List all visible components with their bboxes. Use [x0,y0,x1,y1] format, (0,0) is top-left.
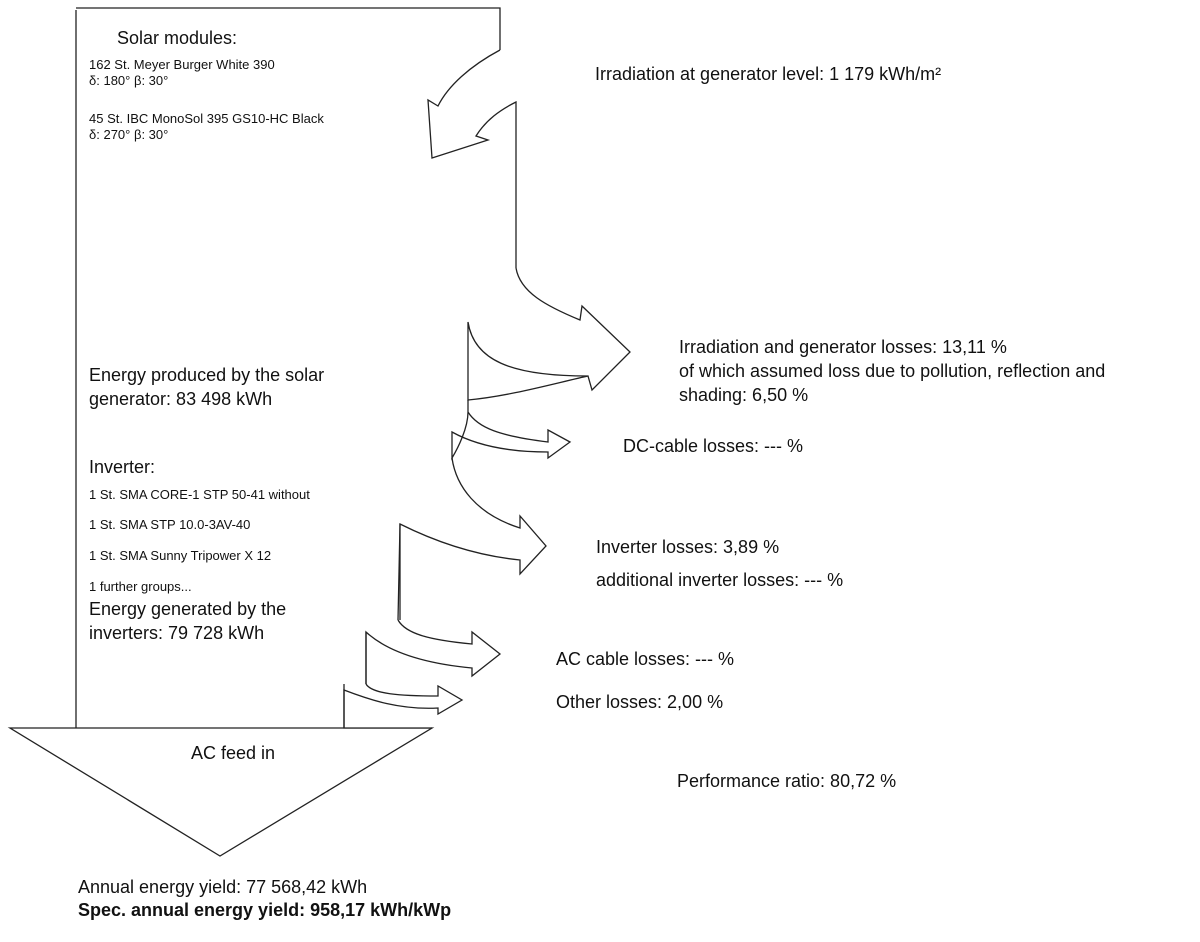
generator-losses-detail: of which assumed loss due to pollution, … [679,361,1105,383]
additional-inverter-losses-label: additional inverter losses: --- % [596,570,843,592]
irradiation-arrow [428,50,516,268]
inverter-item: 1 St. SMA STP 10.0-3AV-40 [89,517,250,533]
inverter-losses-arrow [400,458,546,620]
ac-cable-losses-arrow [366,620,500,684]
energy-produced-label: Energy produced by the solar [89,365,324,387]
spec-annual-energy-yield: Spec. annual energy yield: 958,17 kWh/kW… [78,900,451,922]
dc-cable-losses-arrow [452,400,570,458]
generator-losses-arrow [468,268,630,400]
energy-produced-value: generator: 83 498 kWh [89,389,272,411]
generator-losses-label: Irradiation and generator losses: 13,11 … [679,337,1007,359]
inverter-item: 1 St. SMA CORE-1 STP 50-41 without [89,487,310,503]
inverter-item: 1 St. SMA Sunny Tripower X 12 [89,548,271,564]
module-group-2-orientation: δ: 270° β: 30° [89,127,168,143]
modules-heading: Solar modules: [117,28,237,50]
inverter-losses-label: Inverter losses: 3,89 % [596,537,779,559]
inverter-heading: Inverter: [89,457,155,479]
other-losses-label: Other losses: 2,00 % [556,692,723,714]
inverter-item: 1 further groups... [89,579,192,595]
ac-feed-in-label: AC feed in [191,743,275,765]
generator-losses-shading: shading: 6,50 % [679,385,808,407]
irradiation-label: Irradiation at generator level: 1 179 kW… [595,64,941,86]
ac-cable-losses-label: AC cable losses: --- % [556,649,734,671]
annual-energy-yield: Annual energy yield: 77 568,42 kWh [78,877,367,899]
module-group-2-name: 45 St. IBC MonoSol 395 GS10-HC Black [89,111,324,127]
performance-ratio-label: Performance ratio: 80,72 % [677,771,896,793]
energy-generated-label: Energy generated by the [89,599,286,621]
energy-generated-value: inverters: 79 728 kWh [89,623,264,645]
module-group-1-name: 162 St. Meyer Burger White 390 [89,57,275,73]
dc-cable-losses-label: DC-cable losses: --- % [623,436,803,458]
other-losses-arrow [344,684,462,728]
module-group-1-orientation: δ: 180° β: 30° [89,73,168,89]
